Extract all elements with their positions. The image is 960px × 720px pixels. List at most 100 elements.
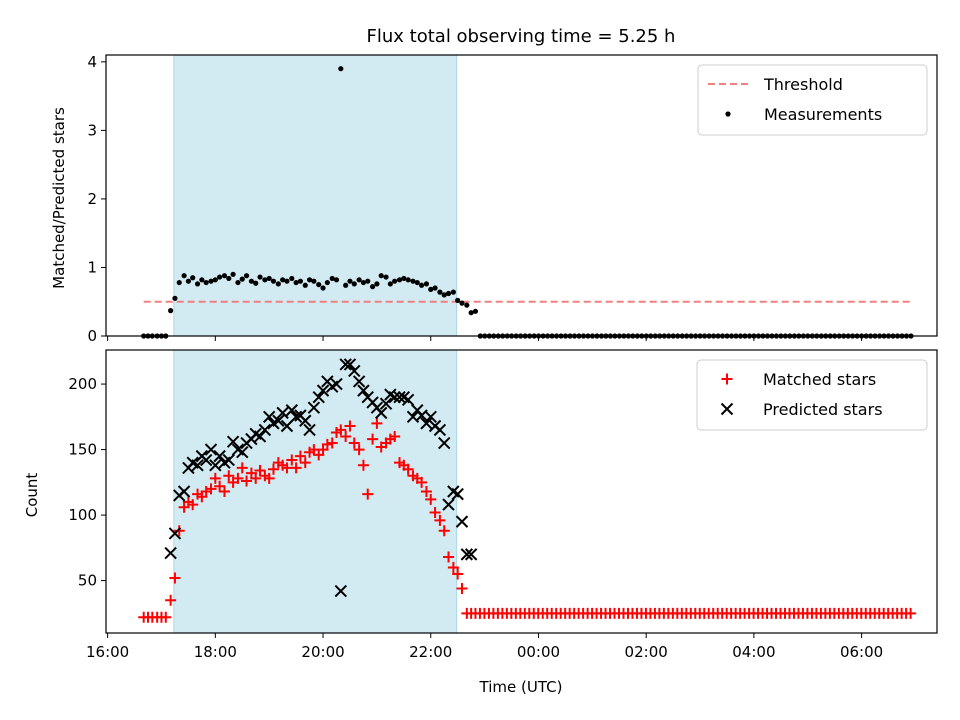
legend-marker [720, 402, 734, 416]
data-point [177, 485, 191, 498]
data-point [320, 285, 326, 291]
data-point [299, 457, 311, 469]
top-y-axis-label: Matched/Predicted stars [50, 107, 68, 289]
data-point [270, 278, 277, 284]
data-point [401, 275, 407, 282]
data-point [402, 463, 414, 475]
legend-marker [721, 373, 733, 385]
data-point [352, 375, 366, 388]
data-point [190, 275, 196, 281]
data-point [275, 281, 281, 287]
data-point [203, 279, 209, 286]
data-point [254, 465, 266, 477]
data-point [272, 414, 285, 427]
data-point [168, 527, 182, 540]
x-tick-label: 06:00 [840, 643, 883, 661]
data-point [208, 278, 214, 284]
data-point [239, 276, 245, 282]
data-point [160, 611, 172, 623]
data-point [223, 470, 235, 482]
data-point [410, 278, 416, 284]
data-point [316, 281, 322, 288]
data-point [369, 284, 376, 290]
data-point [387, 281, 393, 287]
data-point [191, 459, 204, 472]
y-tick-label: 4 [87, 53, 97, 71]
data-point [169, 572, 181, 584]
data-point [253, 280, 259, 286]
data-point [230, 271, 236, 277]
y-tick-label: 3 [87, 121, 97, 139]
x-tick-label: 04:00 [732, 643, 775, 661]
data-point [339, 358, 352, 371]
data-point [424, 410, 437, 424]
series-predicted-stars [164, 358, 478, 598]
x-tick-label: 18:00 [194, 643, 237, 661]
data-point [250, 472, 262, 484]
data-point [312, 390, 325, 404]
data-point [235, 279, 241, 286]
data-point [266, 275, 272, 282]
data-point [418, 282, 425, 288]
legend-label: Predicted stars [763, 400, 883, 419]
data-point [326, 437, 338, 449]
plot-frame [105, 54, 938, 337]
data-point [405, 277, 411, 283]
data-point [299, 414, 312, 427]
data-point [297, 278, 304, 284]
data-point [357, 384, 370, 397]
data-point [324, 279, 330, 286]
data-point [276, 406, 289, 420]
data-point [194, 281, 201, 287]
legend-marker [725, 111, 731, 117]
data-point [330, 377, 343, 391]
data-point [343, 282, 349, 288]
data-point [181, 273, 187, 279]
data-point [416, 476, 428, 488]
data-point [340, 430, 352, 442]
legend: Matched stars Predicted stars [696, 359, 928, 431]
data-point [165, 594, 177, 606]
data-point [389, 430, 401, 442]
data-point [374, 406, 388, 420]
y-tick-label: 2 [87, 190, 97, 208]
data-point [344, 420, 356, 432]
data-point [280, 277, 286, 283]
x-axis-label: Time (UTC) [479, 678, 563, 696]
data-point [226, 435, 240, 448]
data-point [433, 423, 447, 437]
data-point [401, 393, 415, 406]
data-point [236, 445, 249, 459]
y-tick-label: 200 [68, 375, 97, 393]
data-point [452, 568, 464, 580]
x-tick-label: 02:00 [625, 643, 668, 661]
data-point [455, 297, 461, 303]
bottom-panel: 50 100 150 200 16:00 18:00 20:00 22:00 00:00 02:0… [68, 349, 938, 661]
x-tick-label: 16:00 [86, 643, 129, 661]
data-point [396, 277, 403, 283]
data-point [428, 286, 434, 292]
data-point [420, 417, 433, 430]
data-point [438, 436, 451, 450]
data-point [311, 278, 317, 284]
data-point [343, 358, 357, 371]
data-point [221, 273, 228, 279]
data-point [383, 274, 389, 280]
data-point [205, 483, 217, 495]
data-point [217, 274, 223, 280]
data-point [290, 462, 302, 474]
data-point [356, 277, 362, 283]
data-point [204, 443, 218, 456]
data-point [172, 295, 178, 301]
data-point [392, 278, 398, 284]
data-point [199, 453, 213, 467]
data-point [286, 454, 298, 466]
data-point [212, 277, 218, 283]
data-point [173, 525, 185, 537]
data-point [441, 292, 447, 298]
data-point [472, 308, 479, 314]
data-point [455, 515, 469, 528]
data-point [374, 281, 380, 287]
data-point [905, 607, 917, 619]
